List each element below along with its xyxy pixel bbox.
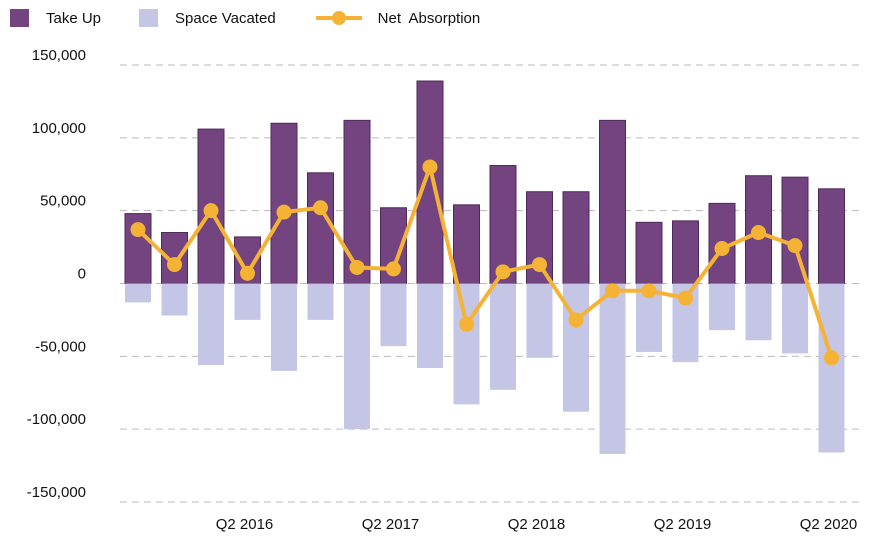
net-absorption-point	[495, 264, 511, 280]
x-tick-label: Q2 2019	[654, 516, 712, 533]
bar-take-up	[416, 80, 444, 284]
y-tick-label: 50,000	[40, 193, 86, 210]
bar-space-vacated	[307, 283, 334, 320]
net-absorption-point	[313, 200, 328, 216]
bar-take-up	[453, 204, 480, 284]
bars	[124, 80, 845, 454]
legend-swatch-net-absorption	[314, 9, 364, 27]
net-absorption-series	[130, 159, 839, 366]
net-absorption-point	[203, 203, 219, 219]
bar-space-vacated	[380, 283, 407, 347]
bar-take-up	[562, 191, 590, 284]
net-absorption-point	[824, 350, 839, 366]
net-absorption-point	[605, 283, 620, 299]
bar-space-vacated	[344, 283, 370, 430]
x-tick-label: Q2 2016	[216, 516, 274, 533]
bar-take-up	[489, 165, 517, 284]
bar-space-vacated	[526, 283, 553, 358]
bar-take-up	[818, 188, 845, 284]
bar-space-vacated	[599, 283, 626, 454]
bar-space-vacated	[818, 283, 845, 453]
bar-take-up	[307, 172, 334, 284]
net-absorption-point	[349, 259, 365, 275]
chart-legend: Take Up Space Vacated Net Absorption	[10, 7, 518, 29]
net-absorption-point	[714, 241, 730, 257]
bar-take-up	[672, 220, 699, 284]
x-tick-label: Q2 2017	[362, 516, 420, 533]
y-tick-label: -50,000	[35, 338, 86, 355]
legend-swatch-take-up	[10, 9, 29, 27]
bar-space-vacated	[745, 283, 772, 341]
bar-space-vacated	[453, 283, 480, 405]
net-absorption-point	[751, 225, 766, 241]
bar-take-up	[270, 122, 298, 285]
x-axis-labels: Q2 2016 Q2 2017 Q2 2018 Q2 2019 Q2 2020	[216, 516, 858, 533]
bar-space-vacated	[234, 283, 261, 320]
y-tick-label: 150,000	[32, 47, 86, 64]
bar-space-vacated	[417, 283, 443, 368]
net-absorption-point	[130, 222, 146, 238]
y-tick-label: 100,000	[32, 120, 86, 137]
bar-space-vacated	[709, 283, 735, 331]
bar-take-up	[781, 176, 809, 284]
net-absorption-point	[641, 283, 657, 299]
net-absorption-point	[167, 257, 182, 273]
net-absorption-point	[532, 257, 547, 273]
bar-space-vacated	[125, 283, 151, 303]
x-tick-label: Q2 2018	[508, 516, 566, 533]
bar-take-up	[343, 119, 371, 284]
legend-label-space-vacated: Space Vacated	[175, 9, 276, 27]
net-absorption-point	[787, 238, 803, 254]
net-absorption-point	[678, 290, 693, 306]
bar-space-vacated	[198, 283, 224, 366]
legend-label-take-up: Take Up	[46, 9, 102, 27]
y-tick-label: 0	[78, 266, 86, 283]
bar-take-up	[635, 221, 663, 285]
legend-item-take-up[interactable]: Take Up	[10, 9, 101, 27]
y-axis-labels: 150,000 100,000 50,000 0 -50,000 -100,000 -150…	[27, 47, 86, 501]
y-tick-label: -150,000	[27, 484, 86, 501]
bar-space-vacated	[782, 283, 808, 354]
y-tick-label: -100,000	[27, 411, 86, 428]
bar-take-up	[599, 119, 626, 284]
net-absorption-point	[386, 261, 401, 277]
legend-label-net-absorption: Net Absorption	[377, 9, 481, 27]
legend-item-space-vacated[interactable]: Space Vacated	[139, 9, 276, 27]
net-absorption-point	[276, 204, 292, 220]
net-absorption-point	[459, 316, 474, 332]
net-absorption-point	[568, 312, 584, 328]
legend-item-net-absorption[interactable]: Net Absorption	[314, 9, 481, 27]
net-absorption-point	[240, 265, 255, 281]
legend-swatch-space-vacated	[139, 9, 159, 27]
net-absorption-point	[422, 159, 438, 175]
bar-space-vacated	[490, 283, 516, 390]
net-absorption-line	[136, 164, 834, 359]
bar-space-vacated	[271, 283, 297, 371]
x-tick-label: Q2 2020	[800, 516, 858, 533]
bar-take-up	[745, 175, 772, 284]
bar-space-vacated	[161, 283, 188, 316]
